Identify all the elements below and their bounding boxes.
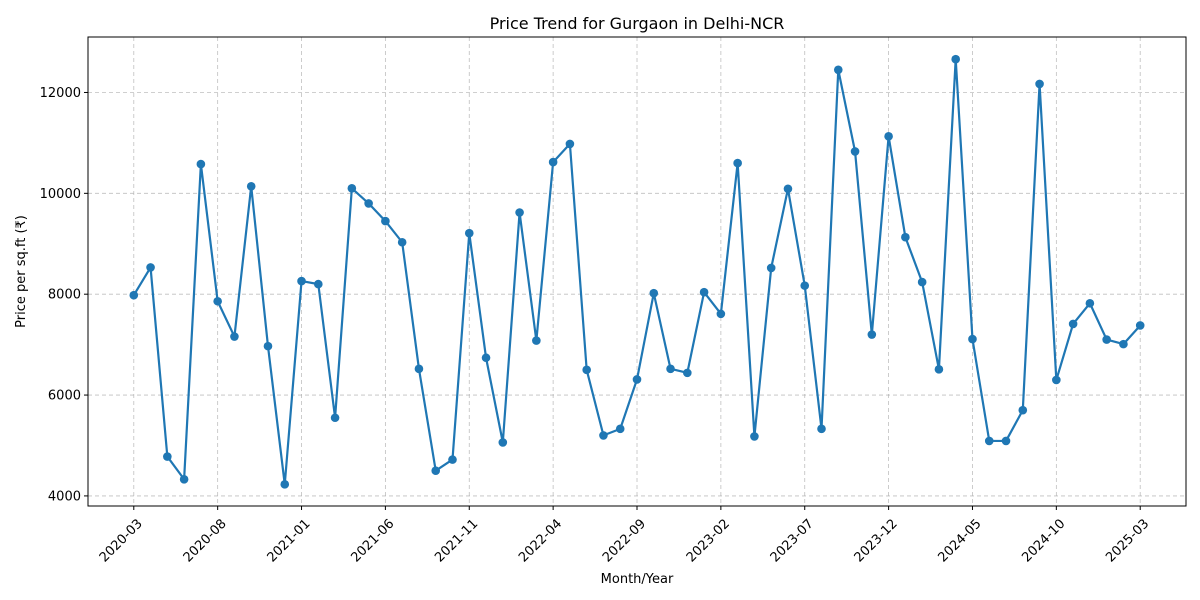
data-point <box>1119 339 1128 349</box>
data-point <box>901 232 910 242</box>
data-point <box>297 276 306 286</box>
data-point <box>766 263 776 273</box>
data-point <box>884 132 893 141</box>
data-point <box>1018 405 1028 415</box>
data-point <box>129 290 139 300</box>
data-point <box>364 199 373 208</box>
data-point <box>632 375 642 384</box>
series-layer <box>129 54 1145 489</box>
data-point <box>968 334 977 344</box>
y-tick-label: 10000 <box>40 187 81 202</box>
y-tick-label: 12000 <box>40 86 81 101</box>
data-point <box>850 147 860 156</box>
data-point <box>196 159 206 169</box>
data-point <box>246 181 256 191</box>
data-point <box>347 183 357 193</box>
data-point <box>867 330 877 339</box>
data-point <box>1052 375 1061 385</box>
y-axis-label: Price per sq.ft (₹) <box>14 215 29 328</box>
data-point <box>213 296 222 306</box>
data-point <box>1102 335 1111 344</box>
data-point <box>1035 79 1044 89</box>
chart-title: Price Trend for Gurgaon in Delhi-NCR <box>490 14 785 33</box>
data-point <box>1135 321 1145 330</box>
data-point <box>532 336 541 345</box>
data-point <box>330 413 340 423</box>
data-point <box>414 364 424 374</box>
data-point <box>599 431 608 440</box>
data-point <box>951 54 960 64</box>
data-point <box>649 288 659 298</box>
data-point <box>984 436 994 446</box>
data-point <box>582 365 591 375</box>
data-point <box>163 452 172 461</box>
data-point <box>733 158 742 168</box>
data-point <box>280 480 290 489</box>
data-point <box>548 157 558 167</box>
data-point <box>833 65 843 75</box>
data-point <box>783 184 793 194</box>
data-point <box>481 353 491 363</box>
data-point <box>800 281 810 290</box>
data-point <box>397 237 407 247</box>
data-point <box>431 466 441 475</box>
data-point <box>515 208 524 217</box>
data-point <box>1068 319 1078 329</box>
data-point <box>498 438 508 447</box>
x-axis-label: Month/Year <box>601 572 674 587</box>
data-point <box>683 368 692 378</box>
y-tick-label: 8000 <box>48 288 81 303</box>
data-point <box>1001 436 1011 446</box>
data-point <box>934 365 944 374</box>
data-point <box>565 139 575 149</box>
data-point <box>699 287 709 297</box>
data-point <box>716 309 726 319</box>
data-point <box>263 341 273 351</box>
data-point <box>1085 298 1095 308</box>
data-point <box>817 424 826 434</box>
data-point <box>615 424 625 434</box>
data-point <box>381 216 390 226</box>
data-point <box>146 263 155 272</box>
data-point <box>917 277 927 287</box>
y-tick-label: 4000 <box>48 489 81 504</box>
data-point <box>448 455 457 464</box>
y-tick-label: 6000 <box>48 389 81 404</box>
data-point <box>750 432 759 441</box>
plot-frame <box>87 36 1187 507</box>
data-point <box>314 279 323 289</box>
data-point <box>230 332 239 341</box>
data-point <box>666 364 675 374</box>
data-point <box>464 228 474 238</box>
data-point <box>179 474 189 484</box>
grid <box>88 37 1186 506</box>
